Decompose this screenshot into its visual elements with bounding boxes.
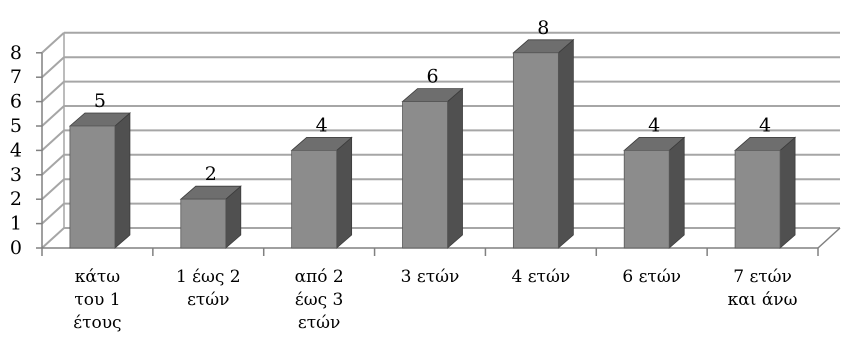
data-label: 5	[94, 90, 106, 112]
data-label: 4	[316, 114, 328, 136]
bar	[401, 87, 464, 249]
x-category-label: 7 ετών και άνω	[728, 267, 798, 310]
x-category-label: 1 έως 2 ετών	[176, 267, 241, 310]
y-tick-label: 2	[10, 188, 22, 210]
data-label: 4	[648, 114, 660, 136]
x-category-label: 3 ετών	[401, 267, 460, 287]
bar	[733, 136, 797, 249]
bar	[68, 112, 132, 249]
y-tick-label: 8	[10, 42, 22, 64]
y-tick-label: 6	[10, 91, 22, 113]
data-label: 4	[759, 114, 771, 136]
x-category-label: 6 ετών	[622, 267, 681, 287]
data-label: 8	[537, 17, 549, 39]
data-label: 6	[426, 66, 438, 88]
bar	[512, 38, 575, 249]
y-tick-label: 7	[10, 66, 22, 88]
bar	[179, 185, 242, 249]
y-tick-label: 1	[10, 213, 22, 235]
bar	[290, 136, 353, 249]
gridline	[41, 31, 840, 54]
data-label: 2	[205, 163, 217, 185]
y-tick-label: 5	[10, 115, 22, 137]
x-category-label: από 2 έως 3 ετών	[295, 267, 344, 333]
gridline	[41, 56, 840, 78]
y-tick-label: 4	[10, 139, 22, 161]
bars-layer	[68, 38, 797, 249]
floor-right-edge	[817, 227, 841, 249]
y-tick-label: 3	[10, 164, 22, 186]
bar	[623, 136, 686, 249]
y-tick-label: 0	[10, 237, 22, 259]
x-category-label: 4 ετών	[512, 267, 571, 287]
x-category-label: κάτω του 1 έτους	[73, 267, 121, 333]
gridline	[41, 80, 840, 103]
